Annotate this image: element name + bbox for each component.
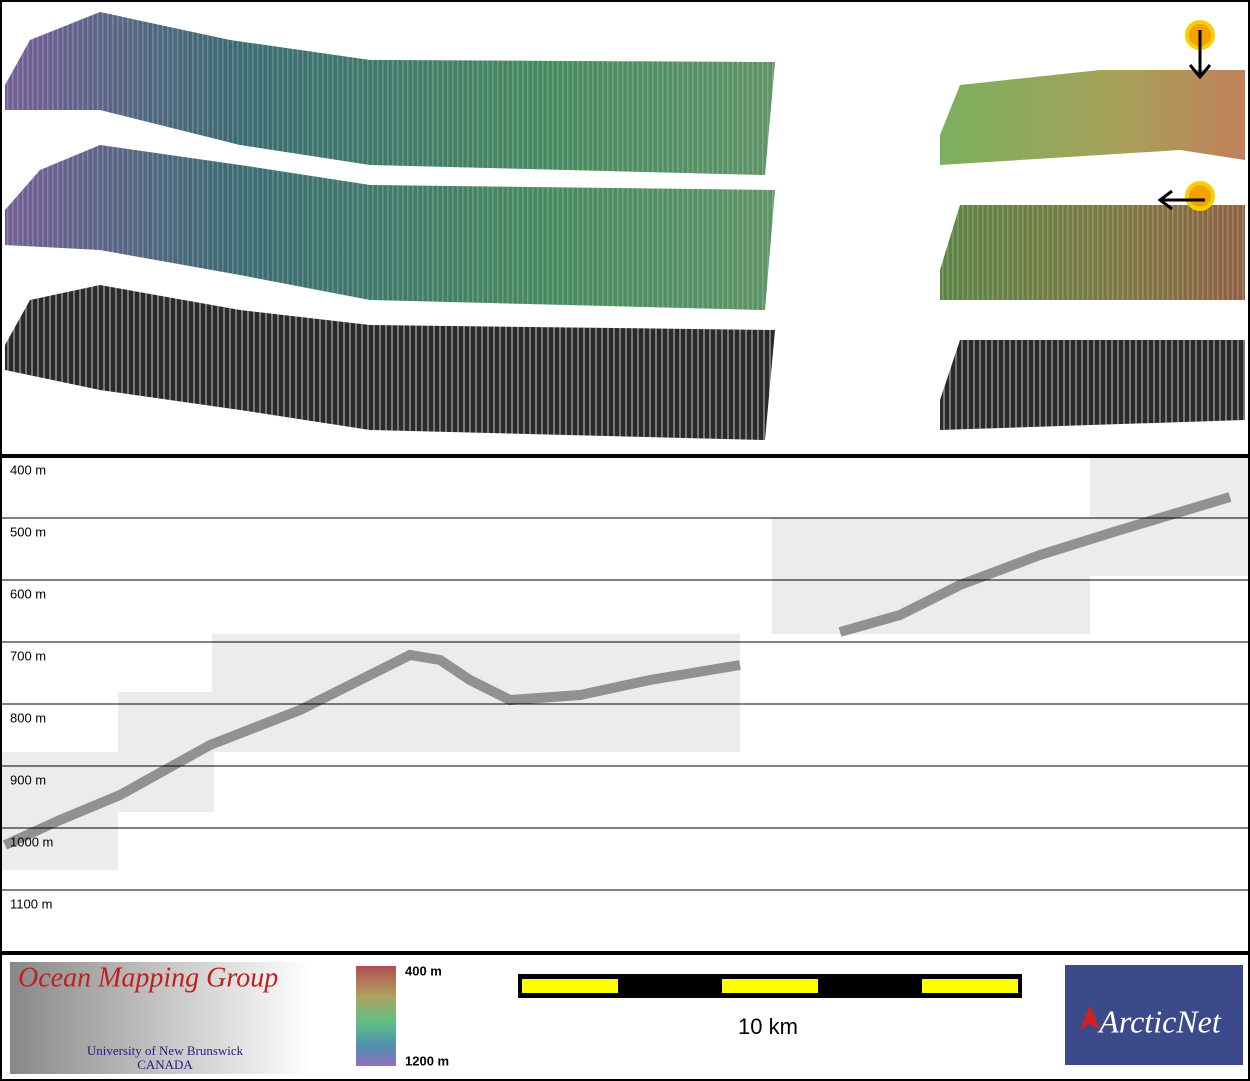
logo-line: University of New Brunswick (87, 1043, 244, 1058)
depth-label: 1000 m (10, 834, 53, 849)
scale-label: 10 km (738, 1014, 798, 1039)
colorbar-bottom: 1200 m (405, 1053, 449, 1068)
sun-icons (1157, 20, 1215, 211)
omg-logo: Ocean Mapping Group University of New Br… (10, 962, 310, 1074)
arcticnet-logo: ArcticNet (1065, 965, 1243, 1065)
logo-title: ArcticNet (1097, 1003, 1222, 1039)
depth-label: 1100 m (10, 896, 52, 911)
colorbar-top: 400 m (405, 963, 442, 978)
depth-label: 400 m (10, 462, 46, 477)
logo-line: CANADA (137, 1057, 193, 1072)
depth-label: 500 m (10, 524, 46, 539)
depth-label: 800 m (10, 710, 46, 725)
depth-label: 700 m (10, 648, 46, 663)
depth-label: 600 m (10, 586, 46, 601)
profile-panel: 400 m 500 m 600 m 700 m 800 m 900 m 1000 m 1100… (2, 458, 1248, 911)
legend: 400 m 1200 m 10 km (356, 963, 1022, 1068)
swath-images (5, 12, 1245, 440)
depth-label: 900 m (10, 772, 46, 787)
logo-title: Ocean Mapping Group (18, 962, 278, 993)
